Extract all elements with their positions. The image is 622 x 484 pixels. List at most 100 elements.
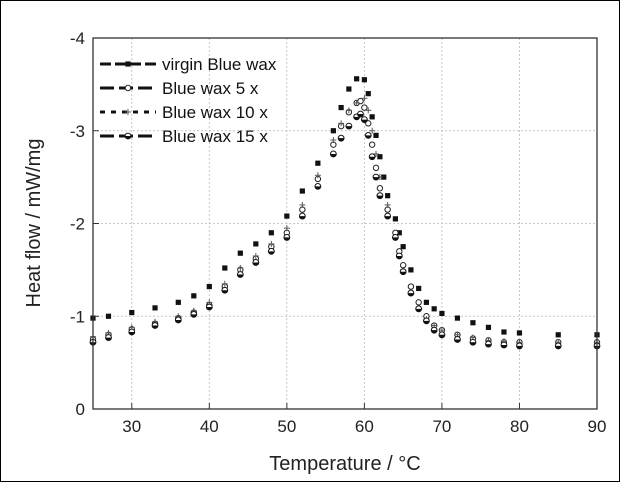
x-tick-label: 50 [277, 417, 296, 436]
data-point [415, 305, 423, 313]
data-point [423, 317, 430, 325]
x-tick-label: 60 [355, 417, 374, 436]
data-point [555, 332, 561, 338]
data-point [175, 299, 181, 305]
data-point [298, 212, 306, 220]
y-tick-label: -3 [70, 122, 85, 141]
legend-marker [124, 132, 132, 140]
x-tick-label: 40 [200, 417, 219, 436]
data-point [221, 286, 229, 294]
data-point [299, 201, 306, 208]
data-point [129, 309, 135, 316]
x-tick-label: 80 [510, 417, 529, 436]
data-point [330, 137, 337, 144]
legend-marker [125, 109, 131, 115]
data-point [454, 336, 461, 343]
data-point [364, 131, 372, 139]
data-point [372, 164, 380, 172]
data-point [373, 132, 379, 138]
x-axis-title: Temperature / °C [269, 453, 420, 475]
data-point [368, 141, 376, 148]
data-point [346, 86, 352, 92]
data-point [330, 128, 336, 134]
y-tick-label: -4 [70, 29, 85, 48]
data-point [314, 172, 321, 179]
x-tick-label: 30 [122, 417, 141, 436]
data-point [384, 212, 392, 220]
data-point [454, 315, 461, 321]
data-point [253, 241, 259, 247]
data-point [385, 193, 391, 199]
y-tick-label: 0 [76, 400, 85, 419]
data-point [360, 116, 368, 124]
data-point [190, 310, 198, 318]
data-point [365, 91, 371, 97]
data-point [152, 305, 158, 311]
legend-marker [125, 61, 131, 67]
data-point [252, 259, 260, 266]
ticks: 30 40 50 60 70 80 90 -4 -3 -2 -1 0 [70, 29, 607, 436]
legend-label: virgin Blue wax [162, 55, 277, 74]
data-point [205, 303, 213, 311]
data-point [365, 107, 372, 114]
data-point [252, 252, 259, 259]
data-point [105, 334, 112, 341]
data-point [431, 306, 437, 312]
legend-item: virgin Blue wax [100, 55, 277, 74]
y-tick-label: -2 [70, 215, 85, 234]
data-point [416, 285, 422, 292]
data-point [485, 340, 492, 348]
data-point [485, 324, 492, 330]
data-point [516, 342, 523, 350]
data-point [345, 107, 352, 114]
data-point [423, 299, 430, 305]
data-point [372, 173, 380, 181]
legend-label: Blue wax 10 x [162, 103, 268, 122]
data-point [105, 313, 112, 319]
x-tick-label: 90 [588, 417, 607, 436]
legend-label: Blue wax 15 x [162, 127, 268, 146]
data-point [338, 104, 344, 111]
data-point [151, 322, 159, 329]
data-point [353, 99, 360, 106]
data-point [345, 122, 353, 130]
data-point [314, 183, 322, 190]
data-point [408, 267, 414, 273]
data-point [283, 234, 291, 241]
data-point [128, 328, 136, 336]
data-point [377, 154, 383, 160]
legend-item: Blue wax 10 x [100, 103, 268, 122]
data-point [395, 252, 403, 260]
data-point [368, 153, 376, 161]
data-point [470, 320, 476, 326]
data-point [299, 188, 305, 194]
legend-marker [124, 84, 132, 92]
data-point [430, 326, 438, 334]
data-point [354, 76, 360, 82]
y-tick-label: -1 [70, 307, 85, 326]
data-point [407, 289, 415, 297]
data-point [369, 114, 375, 120]
data-point [329, 150, 337, 158]
data-point [337, 134, 345, 142]
data-point [501, 329, 507, 335]
legend-item: Blue wax 15 x [100, 127, 268, 146]
data-point [400, 244, 406, 250]
legend-label: Blue wax 5 x [162, 79, 259, 98]
data-point [381, 174, 387, 180]
legend-item: Blue wax 5 x [100, 79, 259, 98]
series-layer [89, 76, 601, 350]
data-point [315, 160, 321, 166]
data-point [392, 234, 399, 241]
data-point [554, 342, 562, 350]
data-point [396, 230, 402, 236]
data-point [376, 192, 384, 200]
data-point [361, 95, 368, 102]
data-point [237, 250, 243, 256]
data-point [369, 127, 376, 134]
data-point [222, 265, 228, 271]
data-point [500, 341, 508, 349]
data-point [415, 299, 422, 306]
